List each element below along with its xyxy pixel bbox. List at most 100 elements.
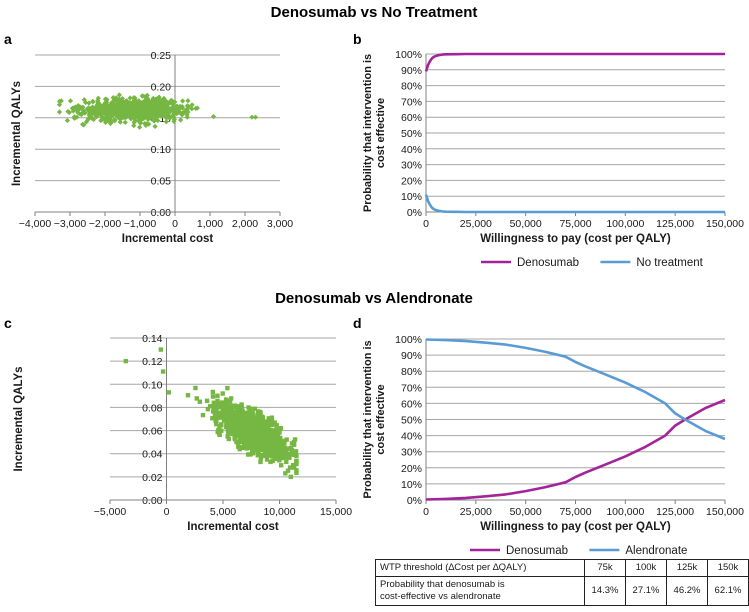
scatter-point	[239, 428, 244, 433]
scatter-point	[258, 459, 263, 465]
scatter-point	[249, 114, 255, 120]
scatter-point	[204, 398, 210, 403]
scatter-point	[239, 433, 245, 438]
scatter-point	[92, 107, 99, 113]
y-axis-title: Probability that intervention iscost eff…	[362, 340, 387, 498]
scatter-point	[91, 116, 97, 123]
wtp-threshold-table: WTP threshold (∆Cost per ∆QALY) 75k 100k…	[375, 559, 749, 606]
scatter-point	[288, 474, 293, 480]
scatter-point	[255, 438, 260, 443]
y-tick-label: 0.10	[142, 379, 163, 391]
scatter-point	[228, 419, 233, 424]
scatter-point	[215, 429, 220, 435]
y-tick-label: 0.14	[142, 333, 163, 345]
scatter-point	[106, 111, 112, 117]
scatter-point	[256, 415, 261, 421]
scatter-point	[210, 394, 216, 399]
scatter-point	[200, 412, 206, 418]
scatter-point	[81, 122, 87, 128]
scatter-point	[258, 425, 263, 430]
scatter-point	[223, 410, 228, 416]
table-header-label: WTP threshold (∆Cost per ∆QALY)	[375, 559, 585, 577]
scatter-point	[170, 114, 177, 120]
scatter-point	[136, 109, 142, 115]
panel-label-c: c	[4, 315, 12, 331]
y-tick-label: 0.25	[151, 50, 172, 62]
scatter-point	[247, 442, 252, 447]
scatter-point	[289, 447, 295, 453]
scatter-point	[243, 436, 249, 442]
series-line-denosumab	[425, 398, 726, 501]
scatter-point	[266, 428, 271, 434]
scatter-point	[246, 434, 251, 439]
scatter-point	[250, 451, 256, 456]
scatter-point	[117, 115, 123, 122]
y-tick-label: 0%	[407, 495, 422, 507]
scatter-point	[64, 117, 71, 124]
scatter-point	[223, 404, 228, 410]
scatter-point	[238, 418, 243, 423]
scatter-points	[56, 92, 259, 130]
scatter-point	[163, 119, 169, 125]
y-axis-title-line: cost effective	[375, 98, 387, 168]
scatter-point	[294, 458, 299, 464]
scatter-points	[123, 347, 299, 480]
scatter-point	[224, 424, 229, 430]
bottom-section-title: Denosumab vs Alendronate	[275, 290, 473, 307]
scatter-point	[248, 452, 253, 457]
x-tick-label: 0	[172, 218, 178, 230]
scatter-point	[111, 96, 117, 102]
scatter-point	[116, 106, 123, 112]
scatter-point	[278, 426, 284, 431]
scatter-point	[112, 107, 118, 114]
x-tick-label: 15,000	[320, 506, 352, 518]
scatter-point	[171, 108, 177, 114]
scatter-point	[291, 465, 297, 470]
scatter-point	[194, 396, 199, 401]
scatter-point	[236, 444, 241, 449]
scatter-point	[232, 437, 238, 442]
y-tick-label: 20%	[401, 463, 422, 475]
scatter-point	[58, 98, 64, 104]
x-tick-label: 100,000	[606, 218, 644, 230]
scatter-point	[131, 95, 137, 101]
scatter-point	[269, 415, 275, 420]
y-tick-label: 0.06	[142, 426, 163, 438]
scatter-point	[134, 112, 140, 118]
y-tick-label: 0.02	[142, 472, 163, 484]
scatter-point	[291, 462, 296, 468]
scatter-point	[137, 100, 143, 107]
scatter-point	[88, 113, 94, 120]
panel-label-d: d	[353, 315, 362, 331]
scatter-point	[248, 406, 253, 411]
scatter-point	[257, 442, 263, 448]
scatter-point	[205, 406, 211, 412]
scatter-point	[264, 437, 269, 442]
scatter-point	[259, 435, 264, 440]
scatter-point	[251, 436, 257, 441]
scatter-point	[293, 449, 299, 454]
scatter-point	[292, 437, 298, 442]
scatter-point	[266, 432, 271, 437]
legend: Denosumab Alendronate	[470, 545, 687, 557]
x-tick-label: 3,000	[267, 218, 293, 230]
scatter-point	[244, 430, 249, 436]
scatter-point	[285, 451, 291, 456]
x-tick-label: 75,000	[559, 506, 591, 518]
scatter-point	[67, 98, 74, 104]
scatter-point	[268, 459, 273, 465]
legend-label: Alendronate	[625, 545, 687, 557]
scatter-point	[272, 441, 277, 446]
x-axis-title: Incremental cost	[187, 521, 279, 533]
scatter-point	[277, 445, 283, 450]
scatter-point	[255, 409, 261, 414]
scatter-point	[221, 402, 226, 408]
scatter-point	[228, 396, 234, 401]
x-tick-label: 25,000	[460, 506, 492, 518]
charts-layer: 0.000.050.100.150.200.25−4,000 −3,000 −2,0…	[11, 49, 744, 557]
scatter-point	[210, 416, 215, 421]
table-row: WTP threshold (∆Cost per ∆QALY) 75k 100k…	[375, 559, 749, 577]
scatter-point	[184, 114, 190, 120]
scatter-point	[160, 369, 166, 374]
scatter-point	[90, 99, 96, 105]
